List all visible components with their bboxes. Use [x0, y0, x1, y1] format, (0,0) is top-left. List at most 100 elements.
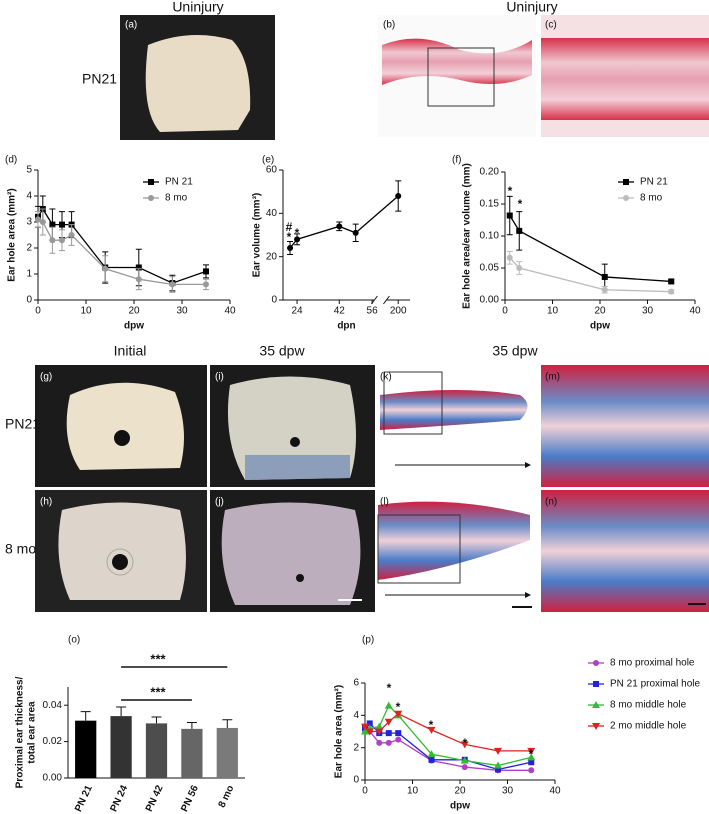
marker: [601, 273, 608, 280]
series-line: [289, 195, 399, 249]
marker: [395, 730, 402, 737]
marker: [601, 286, 608, 293]
bar: [110, 716, 132, 778]
annotation: ***: [150, 684, 166, 699]
marker: [460, 741, 469, 749]
marker: [460, 756, 469, 764]
marker: [352, 229, 359, 236]
x-tick-label: 20: [454, 786, 466, 797]
marker: [135, 276, 142, 283]
legend-label: PN 21: [640, 177, 668, 188]
legend-marker: [592, 701, 600, 708]
legend-label: 2 mo middle hole: [610, 721, 687, 732]
marker: [39, 219, 46, 225]
panel-label: (l): [380, 497, 389, 508]
y-tick-label: 0.20: [480, 167, 500, 178]
series-line: [509, 257, 672, 293]
bar: [216, 727, 238, 778]
y-tick-label: 0.05: [480, 263, 500, 274]
legend-label: PN 21 proximal hole: [610, 679, 700, 690]
x-tick-label: 10: [80, 306, 92, 317]
marker: [668, 278, 675, 285]
legend-marker: [593, 681, 599, 687]
x-tick-label: PN 56: [179, 783, 201, 813]
marker: [395, 193, 402, 199]
photo-j: [210, 490, 375, 612]
x-tick-label: 10: [547, 306, 559, 317]
marker: [102, 265, 109, 272]
y-tick-label: 3: [26, 217, 32, 228]
legend-marker: [593, 660, 599, 666]
panel-label: (p): [362, 635, 374, 646]
x-tick-label: 24: [292, 306, 304, 317]
annotation: *: [463, 736, 468, 750]
legend-label: PN 21: [165, 177, 193, 188]
histology-k: [375, 365, 537, 487]
annotation: ***: [150, 651, 166, 666]
error-bar: [186, 721, 197, 729]
annotation: *: [429, 718, 434, 732]
marker: [461, 764, 468, 771]
y-tick-label: 4: [353, 710, 359, 721]
annotation: *: [295, 226, 300, 240]
y-tick-label: 2: [26, 243, 32, 254]
bar: [75, 720, 97, 778]
marker: [49, 237, 56, 244]
marker: [527, 747, 536, 755]
header: Uninjury: [506, 0, 557, 15]
marker: [361, 727, 369, 735]
x-tick-label: 20: [128, 306, 140, 317]
y-tick-label: 0.10: [480, 231, 500, 242]
panel-label: (a): [125, 20, 137, 31]
marker: [68, 232, 75, 238]
legend-label: 8 mo proximal hole: [610, 658, 695, 669]
photo-a: [120, 15, 275, 140]
x-tick-label: 200: [390, 306, 407, 317]
panel-label: (k): [380, 372, 392, 383]
histology-n: [541, 490, 709, 612]
y-axis-label: Ear hole area (mm²): [334, 685, 345, 778]
histology-m: [541, 365, 709, 487]
legend-label: 8 mo middle hole: [610, 700, 687, 711]
marker: [395, 736, 402, 743]
marker: [169, 281, 176, 288]
row-label: PN21: [82, 71, 117, 87]
error-bar: [80, 711, 91, 721]
marker: [203, 281, 209, 288]
y-tick-label: 6: [353, 678, 359, 689]
y-tick-label: 0.02: [43, 736, 63, 747]
marker: [528, 767, 535, 774]
series-line: [509, 215, 672, 283]
marker: [516, 265, 523, 271]
marker: [516, 227, 523, 234]
marker: [294, 236, 301, 243]
y-tick-label: 60: [266, 165, 278, 176]
marker: [375, 728, 384, 736]
marker: [495, 766, 501, 773]
marker: [203, 268, 209, 275]
x-tick-label: 8 mo: [217, 784, 237, 810]
annotation: #: [286, 220, 293, 234]
x-tick-label: 0: [35, 306, 41, 317]
histology-b: [378, 15, 536, 137]
x-tick-label: 30: [176, 306, 188, 317]
x-tick-label: PN 24: [108, 783, 130, 813]
x-tick-label: 42: [334, 306, 346, 317]
bar: [181, 728, 203, 778]
panel-label: (i): [215, 372, 224, 383]
x-axis-label: dpn: [337, 321, 355, 332]
marker: [361, 723, 369, 731]
y-tick-label: 5: [26, 165, 32, 176]
panel-label: (e): [262, 155, 274, 166]
annotation: *: [508, 184, 513, 198]
x-tick-label: 0: [362, 786, 368, 797]
y-axis-label: Ear volume (mm³): [252, 193, 263, 277]
legend-marker: [592, 723, 600, 730]
panel-label: (g): [40, 372, 52, 383]
y-tick-label: 0.00: [480, 295, 500, 306]
y-tick-label: 20: [266, 251, 278, 262]
x-axis-label: dpw: [590, 321, 610, 332]
annotation: *: [529, 747, 534, 761]
marker: [287, 245, 294, 251]
